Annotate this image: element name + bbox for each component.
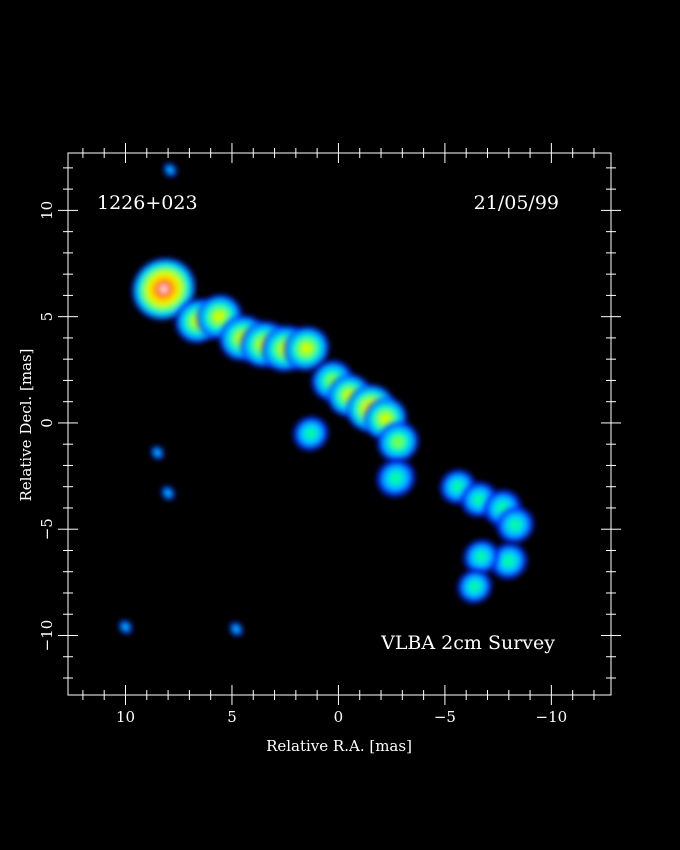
- y-axis-label: Relative Decl. [mas]: [17, 348, 35, 501]
- jet-component: [161, 486, 175, 500]
- tick-labels: 10 5 0 −5 −10 10 5 0 −5 −10: [38, 201, 567, 726]
- jet-component: [293, 416, 328, 451]
- y-tick-label: −5: [38, 518, 56, 540]
- jet-component: [229, 622, 243, 636]
- tick-marks: [58, 143, 621, 705]
- y-tick-label: 5: [38, 312, 56, 322]
- jet-component: [377, 422, 419, 462]
- y-tick-label: −10: [38, 620, 56, 652]
- y-tick-label: 0: [38, 418, 56, 428]
- x-tick-label: −5: [434, 708, 456, 726]
- jet-component: [458, 570, 492, 603]
- jet-component: [284, 326, 329, 371]
- jet-component: [132, 258, 196, 320]
- jet-component: [464, 540, 499, 574]
- jet-component: [377, 459, 415, 497]
- intensity-map: [119, 163, 534, 636]
- jet-component: [151, 446, 164, 460]
- jet-component: [490, 543, 527, 579]
- source-name-label: 1226+023: [97, 192, 198, 214]
- jet-component: [163, 163, 177, 177]
- x-tick-label: 5: [227, 708, 237, 726]
- y-tick-label: 10: [38, 201, 56, 220]
- x-tick-label: 10: [116, 708, 135, 726]
- x-tick-label: −10: [536, 708, 568, 726]
- jet-component: [497, 507, 534, 543]
- survey-label: VLBA 2cm Survey: [380, 632, 555, 654]
- jet-component: [119, 620, 132, 634]
- x-tick-label: 0: [334, 708, 344, 726]
- x-axis-label: Relative R.A. [mas]: [266, 737, 412, 755]
- observation-date-label: 21/05/99: [474, 192, 559, 214]
- plot-frame: [67, 152, 612, 696]
